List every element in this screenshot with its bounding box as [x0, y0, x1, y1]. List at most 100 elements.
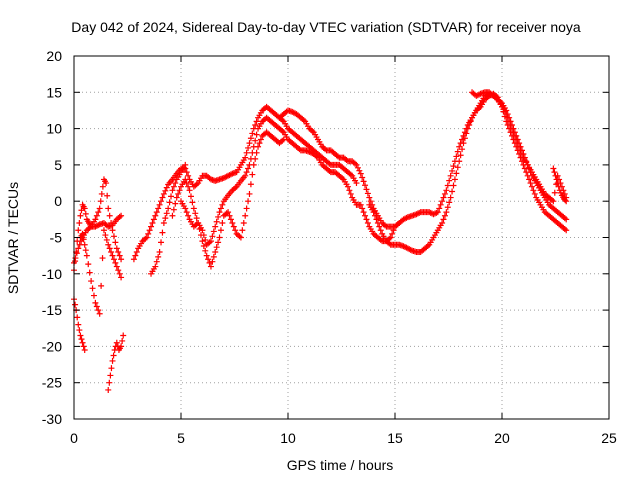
data-point: [162, 187, 169, 194]
y-tick-label: -15: [42, 302, 62, 318]
chart-title: Day 042 of 2024, Sidereal Day-to-day VTE…: [71, 19, 581, 35]
data-point: [80, 343, 87, 350]
data-point: [75, 227, 82, 234]
data-point: [530, 187, 537, 194]
series-track-06: [130, 103, 360, 263]
x-axis-label: GPS time / hours: [287, 457, 394, 473]
data-point: [347, 190, 354, 197]
data-point: [105, 386, 112, 393]
data-point: [431, 210, 438, 217]
data-point: [219, 219, 226, 226]
data-point: [172, 180, 179, 187]
data-point: [98, 282, 105, 289]
data-point: [82, 247, 89, 254]
data-point: [376, 223, 383, 230]
data-point: [77, 212, 84, 219]
data-point: [219, 201, 226, 208]
data-point: [209, 258, 216, 265]
data-point: [109, 357, 116, 364]
data-point: [464, 125, 471, 132]
data-point: [115, 249, 122, 256]
data-point: [370, 209, 377, 216]
data-point: [153, 258, 160, 265]
data-point: [187, 193, 194, 200]
data-point: [78, 336, 85, 343]
data-point: [528, 183, 535, 190]
data-point: [118, 274, 125, 281]
data-point: [96, 205, 103, 212]
data-point: [202, 236, 209, 243]
series-track-13: [550, 165, 570, 205]
data-point: [96, 310, 103, 317]
data-point: [104, 192, 111, 199]
data-point: [199, 227, 206, 234]
data-point: [240, 219, 247, 226]
data-point: [446, 177, 453, 184]
data-point: [362, 212, 369, 219]
data-point: [552, 172, 559, 179]
data-point: [116, 252, 123, 259]
data-point: [516, 143, 523, 150]
data-point: [506, 118, 513, 125]
data-points: [71, 89, 570, 393]
data-point: [563, 198, 570, 205]
data-point: [182, 161, 189, 168]
data-point: [76, 327, 83, 334]
data-point: [200, 232, 207, 239]
data-point: [439, 219, 446, 226]
data-point: [133, 249, 140, 256]
data-point: [362, 182, 369, 189]
data-point: [97, 198, 104, 205]
data-point: [76, 219, 83, 226]
data-point: [507, 121, 514, 128]
data-point: [156, 249, 163, 256]
data-point: [158, 198, 165, 205]
data-point: [173, 194, 180, 201]
data-point: [457, 152, 464, 159]
data-point: [450, 163, 457, 170]
data-point: [90, 292, 97, 299]
data-point: [247, 155, 254, 162]
series-track-07: [148, 161, 189, 277]
data-point: [209, 233, 216, 240]
data-point: [372, 212, 379, 219]
data-point: [553, 176, 560, 183]
data-point: [73, 250, 80, 257]
data-point: [453, 170, 460, 177]
data-point: [555, 183, 562, 190]
x-tick-label: 10: [280, 430, 296, 446]
data-point: [155, 205, 162, 212]
data-point: [202, 247, 209, 254]
data-point: [354, 164, 361, 171]
data-point: [364, 190, 371, 197]
data-point: [182, 205, 189, 212]
data-point: [367, 198, 374, 205]
data-point: [433, 209, 440, 216]
series-track-09: [178, 114, 403, 248]
data-point: [186, 187, 193, 194]
data-point: [447, 194, 454, 201]
data-point: [256, 140, 263, 147]
data-point: [503, 111, 510, 118]
data-point: [253, 131, 260, 138]
data-point: [252, 121, 259, 128]
data-point: [359, 174, 366, 181]
data-point: [439, 198, 446, 205]
data-point: [230, 223, 237, 230]
data-point: [527, 180, 534, 187]
data-point: [205, 256, 212, 263]
data-point: [156, 201, 163, 208]
data-point: [118, 343, 125, 350]
data-point: [563, 216, 570, 223]
y-tick-labels: -30 -25 -20 -15 -10 -5 0 5 10 15 20: [42, 48, 62, 427]
data-point: [132, 252, 139, 259]
data-point: [436, 205, 443, 212]
data-point: [106, 245, 113, 252]
data-point: [508, 125, 515, 132]
grid: [74, 56, 609, 419]
data-point: [113, 245, 120, 252]
data-point: [451, 176, 458, 183]
data-point: [176, 187, 183, 194]
data-point: [212, 249, 219, 256]
